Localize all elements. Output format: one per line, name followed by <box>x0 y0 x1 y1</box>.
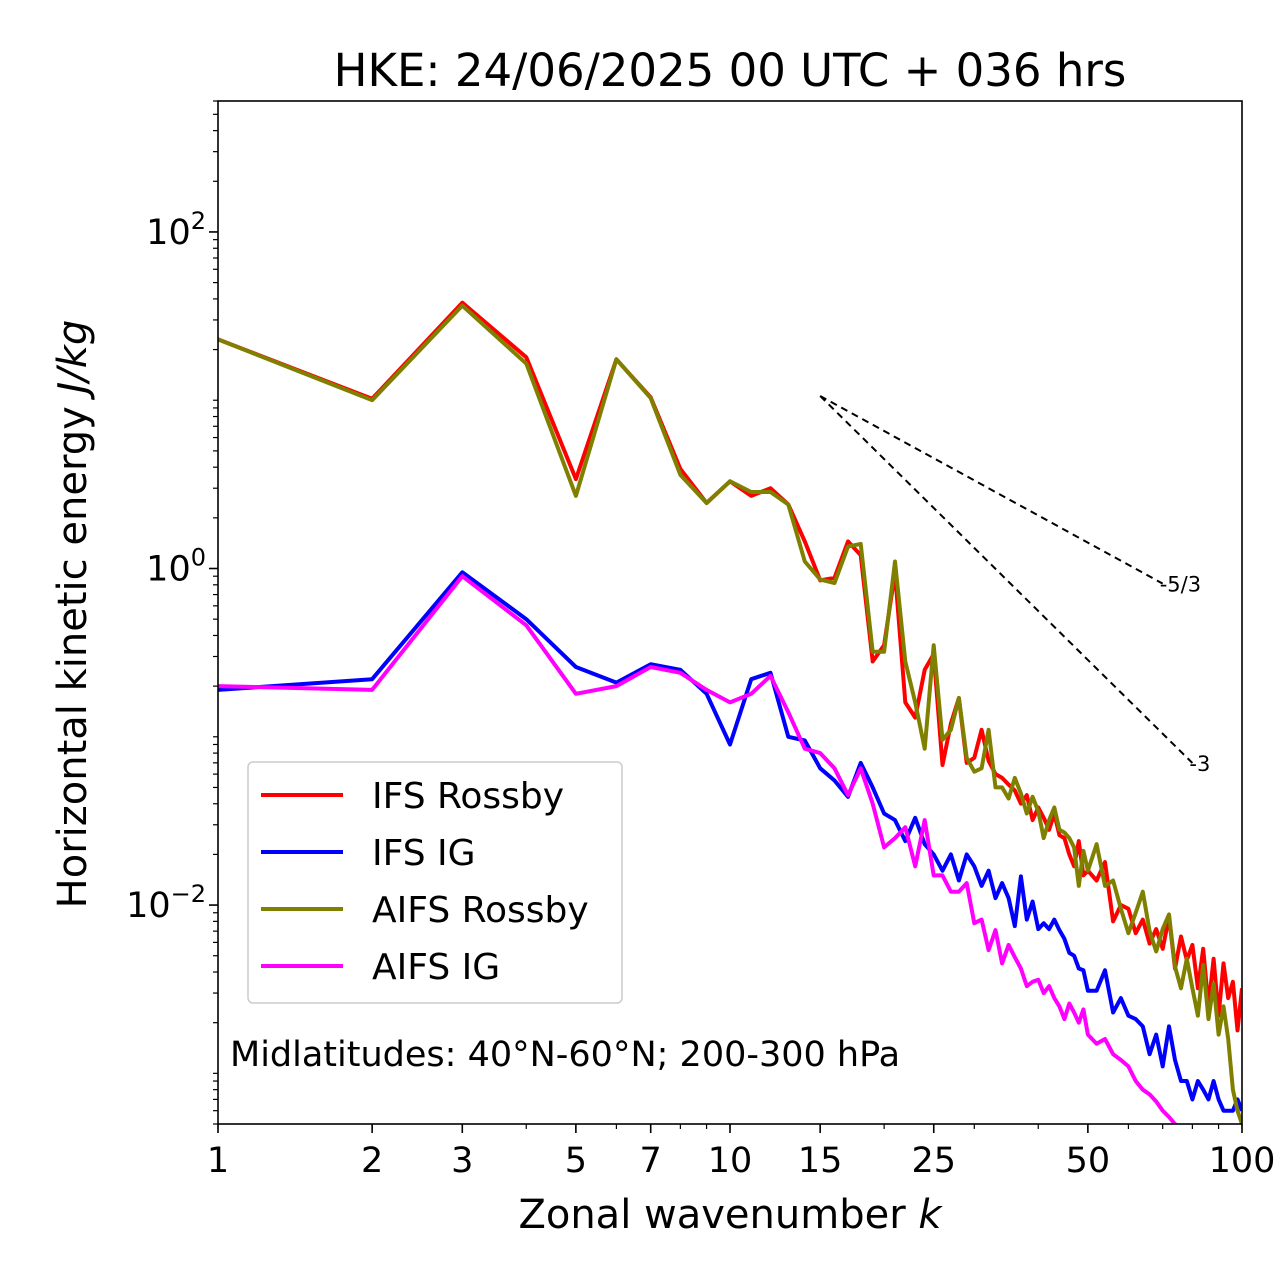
y-tick-label: 102 <box>146 207 206 253</box>
x-axis-ticks: 1 2 3 5 7 10 15 25 50 100 <box>207 1124 1276 1181</box>
x-tick-label: 1 <box>207 1141 229 1181</box>
series-layer <box>218 300 1242 1124</box>
series-line-aifs-rossby <box>218 303 1242 1124</box>
reference-slope-line <box>819 395 1194 764</box>
x-tick-label: 25 <box>911 1141 956 1181</box>
reference-slope-layer: -5/3 -3 <box>819 395 1210 776</box>
reference-slope-label: -5/3 <box>1160 573 1201 597</box>
x-tick-label: 5 <box>565 1141 587 1181</box>
x-tick-label: 100 <box>1209 1141 1276 1181</box>
reference-slope-line <box>819 395 1164 585</box>
legend-label-aifs-rossby: AIFS Rossby <box>372 890 589 931</box>
x-tick-label: 15 <box>798 1141 843 1181</box>
legend-label-aifs-ig: AIFS IG <box>372 947 500 988</box>
chart-title: HKE: 24/06/2025 00 UTC + 036 hrs <box>334 44 1127 97</box>
x-tick-label: 10 <box>708 1141 753 1181</box>
y-axis-label-text: Horizontal kinetic energy <box>50 406 96 908</box>
x-tick-label: 7 <box>640 1141 662 1181</box>
x-axis-label-text: Zonal wavenumber <box>518 1192 906 1238</box>
x-axis-label: Zonal wavenumber k <box>518 1192 943 1238</box>
x-axis-label-variable: k <box>918 1192 943 1238</box>
y-tick-label: 10−2 <box>126 880 206 926</box>
y-axis-ticks: 102 100 10−2 <box>126 100 218 1125</box>
series-line-aifs-ig <box>218 574 1178 1124</box>
region-annotation: Midlatitudes: 40°N-60°N; 200-300 hPa <box>230 1035 900 1075</box>
series-line-ifs-ig <box>218 570 1242 1113</box>
legend-label-ifs-ig: IFS IG <box>372 833 476 874</box>
x-tick-label: 2 <box>361 1141 383 1181</box>
legend-label-ifs-rossby: IFS Rossby <box>372 776 564 817</box>
reference-slope-label: -3 <box>1189 752 1210 776</box>
y-tick-label: 100 <box>146 544 206 590</box>
y-axis-label: Horizontal kinetic energy J/kg <box>50 320 96 909</box>
legend: IFS Rossby IFS IG AIFS Rossby AIFS IG <box>247 761 623 1004</box>
x-tick-label: 50 <box>1066 1141 1111 1181</box>
x-tick-label: 3 <box>451 1141 473 1181</box>
y-axis-label-unit: J/kg <box>50 320 96 401</box>
legend-box <box>247 761 623 1004</box>
